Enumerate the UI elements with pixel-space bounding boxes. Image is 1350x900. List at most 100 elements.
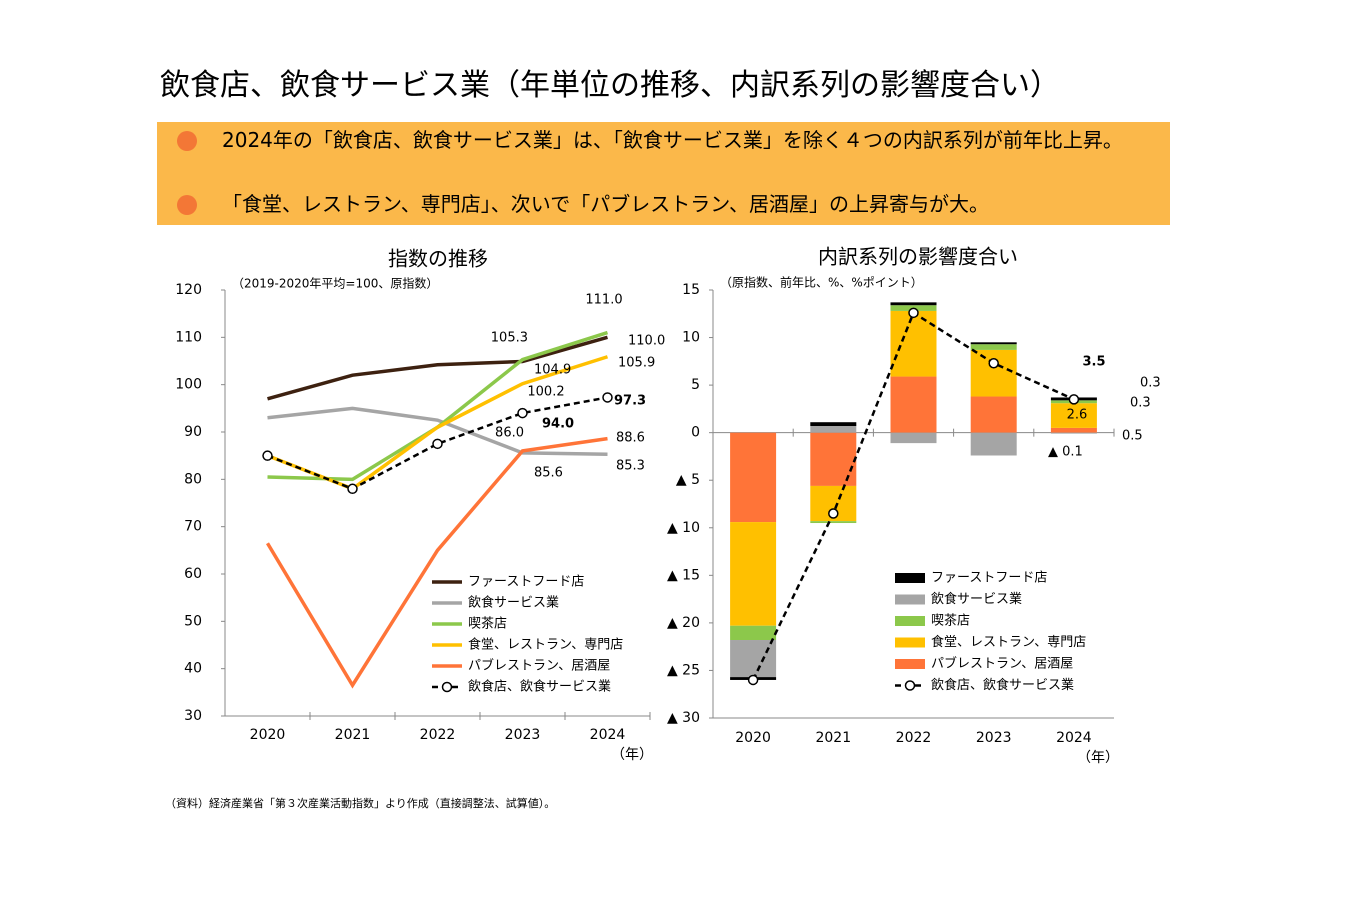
legend-swatch	[895, 659, 925, 669]
bullet-text: 「食堂、レストラン、専門店」、次いで「パブレストラン、居酒屋」の上昇寄与が大。	[222, 192, 989, 216]
data-label: 94.0	[542, 417, 574, 432]
chart-title: 指数の推移	[388, 247, 488, 271]
y-tick-label: 10	[682, 330, 700, 346]
chart-subtitle: （原指数、前年比、%、%ポイント）	[720, 275, 923, 290]
data-label: 105.9	[618, 356, 655, 371]
bar-segment	[730, 432, 777, 523]
page-title: 飲食店、飲食サービス業（年単位の推移、内訳系列の影響度合い）	[160, 68, 1060, 103]
y-tick-label: 110	[175, 329, 202, 345]
bar-segment	[810, 426, 857, 433]
data-label: 0.3	[1130, 396, 1151, 411]
x-tick-label: 2021	[815, 730, 851, 746]
y-tick-label: 0	[691, 425, 700, 441]
data-label: 104.9	[534, 363, 571, 378]
legend-swatch	[895, 616, 925, 626]
bullet-dot	[177, 195, 197, 215]
x-tick-label: 2020	[250, 727, 286, 743]
bar-segment	[970, 396, 1017, 433]
data-label: 110.0	[628, 334, 665, 349]
bar-segment	[810, 432, 857, 486]
legend-marker	[441, 681, 453, 693]
y-tick-label: ▲ 20	[667, 615, 700, 631]
x-tick-label: 2024	[1056, 730, 1092, 746]
legend-label: 飲食サービス業	[468, 595, 559, 611]
line-marker	[908, 307, 919, 319]
data-label: ▲ 0.1	[1048, 445, 1083, 460]
y-tick-label: ▲ 5	[676, 472, 700, 488]
data-label: 0.5	[1122, 429, 1143, 444]
line-marker	[1068, 394, 1080, 405]
data-label: 2.6	[1067, 408, 1088, 423]
data-label: 100.2	[527, 385, 564, 400]
line-marker	[432, 438, 443, 450]
y-tick-label: 70	[184, 519, 202, 535]
legend-swatch	[895, 573, 925, 583]
series-line	[267, 396, 608, 491]
data-label: 85.3	[616, 459, 645, 474]
line-marker	[602, 392, 613, 403]
data-label: 3.5	[1082, 355, 1105, 370]
legend-label: 喫茶店	[931, 613, 970, 629]
legend-label: パブレストラン、居酒屋	[931, 656, 1073, 672]
bar-segment	[890, 310, 937, 377]
bar-segment	[890, 376, 937, 433]
y-tick-label: 50	[184, 613, 202, 629]
y-tick-label: 80	[184, 471, 202, 487]
line-marker	[747, 674, 759, 686]
y-tick-label: 40	[184, 661, 202, 677]
y-tick-label: ▲ 15	[667, 567, 700, 583]
y-tick-label: ▲ 30	[667, 710, 700, 726]
y-tick-label: 5	[691, 377, 700, 393]
bar-segment	[970, 349, 1017, 397]
data-label: 111.0	[585, 293, 622, 308]
y-tick-label: 100	[175, 377, 202, 393]
summary-box: 2024年の「飲食店、飲食サービス業」は、「飲食サービス業」を除く４つの内訳系列…	[157, 122, 1170, 225]
bar-segment	[730, 625, 777, 641]
legend-label: ファーストフード店	[931, 571, 1047, 586]
bullet-dot	[177, 131, 197, 151]
bar-segment	[970, 342, 1017, 345]
bar-segment	[890, 302, 937, 306]
x-unit: （年）	[611, 747, 653, 763]
line-marker	[262, 450, 273, 461]
bar-segment	[730, 522, 777, 626]
series-line	[267, 406, 608, 456]
y-tick-label: 120	[175, 282, 202, 298]
line-marker	[988, 357, 999, 369]
source-note: （資料）経済産業省「第３次産業活動指数」より作成（直接調整法、試算値）。	[165, 797, 556, 810]
x-tick-label: 2020	[735, 730, 771, 746]
legend-label: ファーストフード店	[468, 575, 584, 590]
legend-label: 食堂、レストラン、専門店	[931, 634, 1086, 650]
chart-title: 内訳系列の影響度合い	[818, 245, 1018, 269]
x-tick-label: 2023	[505, 727, 541, 743]
bar-segment	[730, 640, 777, 678]
x-tick-label: 2023	[976, 730, 1012, 746]
bar-segment	[1050, 427, 1097, 433]
bar-segment	[810, 422, 857, 427]
data-label: 86.0	[495, 426, 524, 441]
y-tick-label: ▲ 25	[667, 662, 700, 678]
legend-label: 飲食サービス業	[931, 591, 1022, 607]
x-unit: （年）	[1077, 750, 1119, 766]
data-label: 0.3	[1140, 376, 1161, 391]
x-tick-label: 2021	[335, 727, 371, 743]
legend-label: パブレストラン、居酒屋	[468, 658, 610, 674]
data-label: 88.6	[616, 431, 645, 446]
legend-label: 食堂、レストラン、専門店	[468, 637, 623, 653]
y-tick-label: 15	[682, 282, 700, 298]
line-marker	[828, 508, 839, 519]
chart-subtitle: （2019-2020年平均=100、原指数）	[232, 276, 438, 291]
legend-marker	[904, 680, 916, 691]
line-marker	[517, 407, 528, 419]
x-tick-label: 2022	[896, 730, 932, 746]
legend-swatch	[895, 637, 925, 648]
y-tick-label: 90	[184, 424, 202, 440]
data-label: 97.3	[614, 394, 646, 409]
x-tick-label: 2024	[590, 727, 626, 743]
bar-segment	[970, 344, 1017, 350]
bar-segment	[890, 432, 937, 444]
bar-segment	[1050, 432, 1097, 434]
y-tick-label: ▲ 10	[667, 520, 700, 536]
